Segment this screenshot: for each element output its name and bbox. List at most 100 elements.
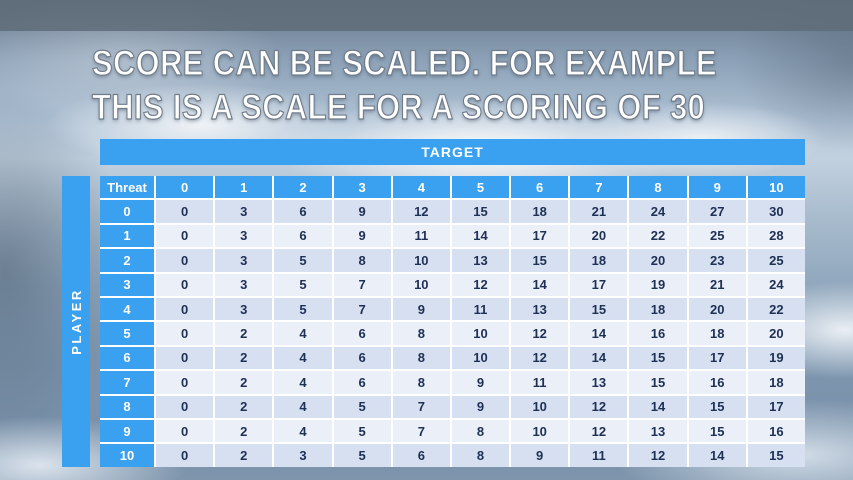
- score-table: Threat 0 1 2 3 4 5 6 7 8 9 10 0 0 3 6 9 12 15 18 21 24 27 30 1 0 3…: [100, 176, 805, 467]
- score-cell: 5: [274, 297, 332, 321]
- target-column-header: 0: [156, 176, 214, 199]
- score-cell: 17: [688, 346, 746, 370]
- score-cell: 15: [629, 346, 687, 370]
- score-cell: 14: [570, 322, 628, 345]
- score-cell: 25: [688, 224, 746, 248]
- threat-row-header: 5: [100, 322, 154, 345]
- score-cell: 11: [511, 371, 569, 394]
- score-cell: 9: [333, 200, 391, 223]
- score-cell: 16: [747, 419, 805, 443]
- score-cell: 10: [451, 322, 510, 345]
- score-cell: 20: [688, 297, 746, 321]
- score-cell: 16: [629, 322, 687, 345]
- score-cell: 22: [629, 224, 687, 248]
- slide-title: SCORE CAN BE SCALED. FOR EXAMPLE THIS IS…: [91, 42, 717, 130]
- score-cell: 18: [511, 200, 569, 223]
- threat-row-header: 1: [100, 224, 154, 248]
- score-cell: 21: [570, 200, 628, 223]
- target-column-header: 7: [570, 176, 628, 199]
- score-cell: 12: [451, 273, 510, 296]
- threat-row-header: 10: [100, 444, 154, 467]
- score-cell: 0: [156, 224, 214, 248]
- score-cell: 9: [392, 297, 450, 321]
- score-cell: 3: [215, 273, 273, 296]
- target-column-header: 5: [451, 176, 510, 199]
- score-cell: 13: [570, 371, 628, 394]
- score-cell: 0: [156, 419, 214, 443]
- score-cell: 9: [451, 395, 510, 418]
- score-cell: 17: [570, 273, 628, 296]
- threat-row-header: 4: [100, 297, 154, 321]
- score-cell: 18: [688, 322, 746, 345]
- score-cell: 14: [629, 395, 687, 418]
- threat-header-cell: Threat: [100, 176, 154, 199]
- score-cell: 11: [570, 444, 628, 467]
- score-cell: 25: [747, 249, 805, 272]
- score-cell: 11: [392, 224, 450, 248]
- score-cell: 8: [392, 346, 450, 370]
- score-cell: 3: [215, 297, 273, 321]
- score-cell: 15: [747, 444, 805, 467]
- score-cell: 18: [570, 249, 628, 272]
- score-cell: 0: [156, 200, 214, 223]
- target-column-header: 9: [688, 176, 746, 199]
- score-cell: 23: [688, 249, 746, 272]
- score-cell: 15: [511, 249, 569, 272]
- score-cell: 10: [511, 419, 569, 443]
- score-cell: 6: [333, 322, 391, 345]
- score-cell: 6: [274, 224, 332, 248]
- score-cell: 7: [392, 419, 450, 443]
- score-cell: 13: [511, 297, 569, 321]
- score-cell: 11: [451, 297, 510, 321]
- score-cell: 5: [333, 444, 391, 467]
- score-cell: 3: [274, 444, 332, 467]
- score-cell: 12: [511, 322, 569, 345]
- score-cell: 0: [156, 346, 214, 370]
- score-cell: 5: [333, 395, 391, 418]
- score-cell: 30: [747, 200, 805, 223]
- score-cell: 8: [392, 371, 450, 394]
- score-cell: 0: [156, 322, 214, 345]
- score-cell: 4: [274, 346, 332, 370]
- score-cell: 15: [570, 297, 628, 321]
- score-cell: 12: [570, 419, 628, 443]
- score-cell: 15: [688, 395, 746, 418]
- score-cell: 2: [215, 371, 273, 394]
- score-cell: 5: [333, 419, 391, 443]
- score-cell: 24: [747, 273, 805, 296]
- score-cell: 3: [215, 249, 273, 272]
- score-cell: 0: [156, 249, 214, 272]
- score-cell: 19: [629, 273, 687, 296]
- threat-row-header: 2: [100, 249, 154, 272]
- score-cell: 12: [570, 395, 628, 418]
- score-cell: 17: [511, 224, 569, 248]
- score-cell: 5: [274, 249, 332, 272]
- score-cell: 10: [451, 346, 510, 370]
- target-column-header: 1: [215, 176, 273, 199]
- threat-row-header: 9: [100, 419, 154, 443]
- score-cell: 14: [570, 346, 628, 370]
- score-cell: 5: [274, 273, 332, 296]
- score-cell: 13: [451, 249, 510, 272]
- score-cell: 9: [451, 371, 510, 394]
- score-cell: 4: [274, 322, 332, 345]
- score-cell: 9: [511, 444, 569, 467]
- score-cell: 3: [215, 200, 273, 223]
- score-cell: 9: [333, 224, 391, 248]
- score-cell: 10: [392, 273, 450, 296]
- score-cell: 0: [156, 273, 214, 296]
- score-cell: 8: [392, 322, 450, 345]
- score-cell: 14: [451, 224, 510, 248]
- score-cell: 2: [215, 444, 273, 467]
- threat-row-header: 6: [100, 346, 154, 370]
- target-header-bar: TARGET: [100, 139, 805, 165]
- score-cell: 12: [629, 444, 687, 467]
- score-cell: 20: [570, 224, 628, 248]
- top-bar: [0, 0, 853, 31]
- score-cell: 2: [215, 395, 273, 418]
- target-column-header: 8: [629, 176, 687, 199]
- threat-row-header: 8: [100, 395, 154, 418]
- score-cell: 8: [451, 419, 510, 443]
- score-cell: 4: [274, 395, 332, 418]
